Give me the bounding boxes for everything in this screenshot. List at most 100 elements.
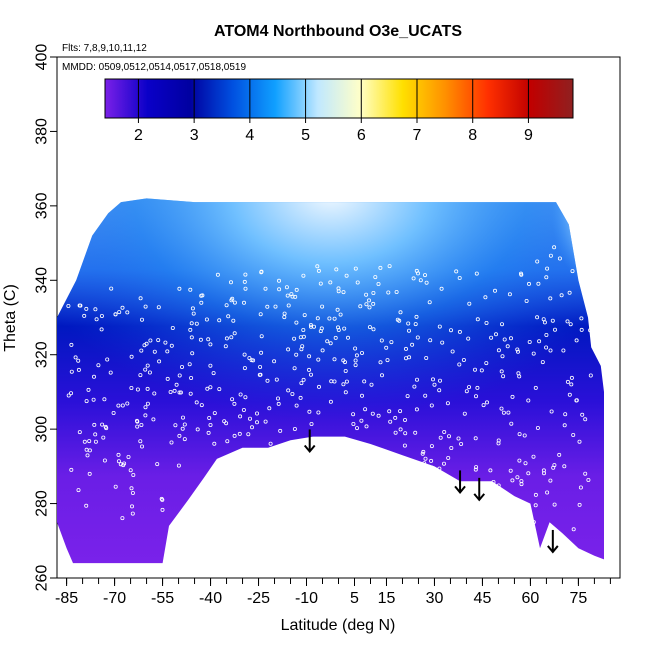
data-point bbox=[316, 357, 321, 362]
data-point bbox=[105, 357, 110, 362]
data-point bbox=[251, 358, 256, 363]
data-point bbox=[336, 286, 341, 291]
data-point bbox=[475, 385, 480, 390]
data-point bbox=[318, 281, 323, 286]
data-point bbox=[188, 287, 193, 292]
x-tick-label: 60 bbox=[522, 590, 540, 607]
data-point bbox=[69, 391, 74, 396]
data-point bbox=[562, 464, 567, 469]
data-point bbox=[206, 337, 211, 342]
data-point bbox=[484, 361, 489, 366]
data-point bbox=[437, 378, 442, 383]
data-point bbox=[475, 317, 480, 322]
data-point bbox=[182, 422, 187, 427]
data-point bbox=[398, 310, 403, 315]
data-point bbox=[387, 264, 392, 269]
data-point bbox=[335, 325, 340, 330]
data-point bbox=[459, 441, 464, 446]
data-point bbox=[496, 438, 501, 443]
data-point bbox=[284, 285, 289, 290]
data-point bbox=[294, 352, 299, 357]
data-point bbox=[526, 398, 531, 403]
data-point bbox=[268, 441, 273, 446]
data-point bbox=[565, 319, 570, 324]
data-point bbox=[370, 411, 375, 416]
data-point bbox=[116, 459, 121, 464]
data-point bbox=[351, 412, 356, 417]
data-point bbox=[259, 270, 264, 275]
data-point bbox=[163, 340, 168, 345]
data-point bbox=[393, 430, 398, 435]
data-point bbox=[448, 328, 453, 333]
data-point bbox=[102, 458, 107, 463]
data-point bbox=[170, 325, 175, 330]
data-point bbox=[569, 382, 574, 387]
data-point bbox=[231, 318, 236, 323]
data-point bbox=[540, 360, 545, 365]
data-point bbox=[402, 417, 407, 422]
data-point bbox=[535, 259, 540, 264]
data-point bbox=[232, 433, 237, 438]
data-point bbox=[104, 426, 109, 431]
data-point bbox=[301, 377, 306, 382]
marker-arrows bbox=[303, 429, 559, 554]
data-point bbox=[588, 270, 593, 275]
data-point bbox=[548, 253, 553, 258]
data-point bbox=[139, 422, 144, 427]
data-point bbox=[364, 424, 369, 429]
data-point bbox=[577, 439, 582, 444]
data-point bbox=[189, 375, 194, 380]
data-point bbox=[286, 303, 291, 308]
y-tick-label: 300 bbox=[34, 416, 51, 443]
data-point bbox=[273, 304, 278, 309]
data-point bbox=[366, 298, 371, 303]
colorbar-tick-label: 8 bbox=[468, 127, 477, 144]
data-point bbox=[208, 385, 213, 390]
data-point bbox=[522, 433, 527, 438]
data-point bbox=[423, 456, 428, 461]
data-point bbox=[69, 342, 74, 347]
data-point bbox=[378, 265, 383, 270]
data-point bbox=[454, 269, 459, 274]
data-point bbox=[188, 327, 193, 332]
data-point bbox=[492, 288, 497, 293]
data-point bbox=[508, 336, 513, 341]
data-point bbox=[125, 310, 130, 315]
data-point bbox=[241, 300, 246, 305]
data-point bbox=[571, 527, 576, 532]
data-point bbox=[120, 516, 125, 521]
data-point bbox=[102, 397, 107, 402]
data-point bbox=[99, 327, 104, 332]
data-point bbox=[91, 397, 96, 402]
data-point bbox=[432, 382, 437, 387]
data-point bbox=[509, 421, 514, 426]
data-point bbox=[531, 454, 536, 459]
data-point bbox=[237, 431, 242, 436]
data-point bbox=[217, 387, 222, 392]
data-point bbox=[259, 334, 264, 339]
data-point bbox=[406, 328, 411, 333]
data-point bbox=[292, 366, 297, 371]
data-point bbox=[496, 348, 501, 353]
data-point bbox=[437, 388, 442, 393]
flights-note: Flts: 7,8,9,10,11,12 bbox=[62, 43, 147, 54]
data-point bbox=[258, 364, 263, 369]
data-point bbox=[294, 403, 299, 408]
data-point bbox=[195, 427, 200, 432]
data-point bbox=[388, 419, 393, 424]
data-point bbox=[398, 427, 403, 432]
data-point bbox=[429, 444, 434, 449]
data-point bbox=[143, 304, 148, 309]
data-point bbox=[308, 322, 313, 327]
data-point bbox=[308, 372, 313, 377]
x-tick-label: -70 bbox=[103, 590, 126, 607]
data-point bbox=[516, 349, 521, 354]
data-point bbox=[309, 421, 314, 426]
data-point bbox=[159, 496, 164, 501]
data-point bbox=[328, 280, 333, 285]
data-point bbox=[143, 405, 148, 410]
data-point bbox=[457, 329, 462, 334]
y-tick-label: 360 bbox=[34, 192, 51, 219]
data-point bbox=[355, 280, 360, 285]
